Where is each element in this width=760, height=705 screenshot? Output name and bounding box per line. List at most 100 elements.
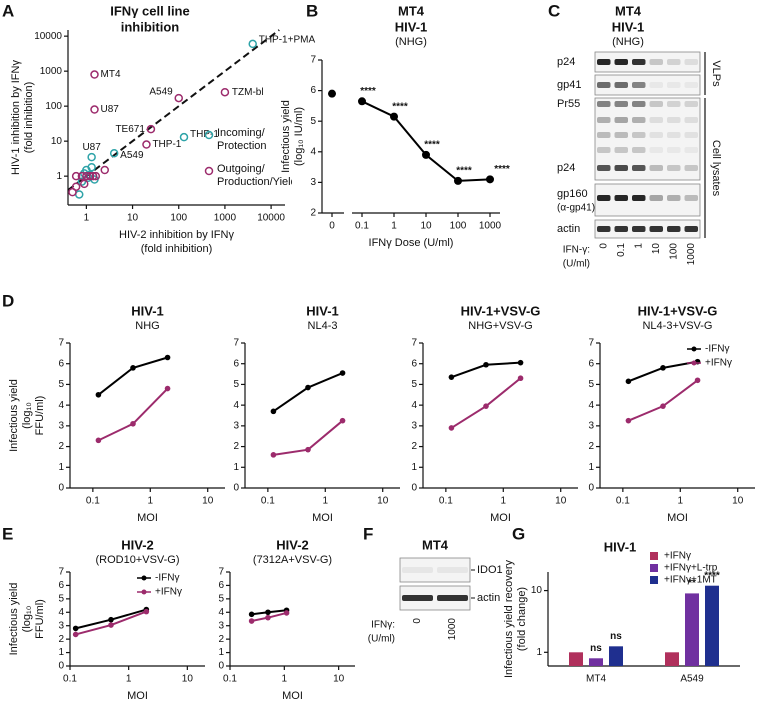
point-label: TE671 <box>115 124 145 135</box>
data-point <box>305 384 311 391</box>
blot-subtitle: (NHG) <box>612 36 644 48</box>
blot-band <box>614 101 628 107</box>
blot-band <box>667 195 681 201</box>
chart-subtitle: NHG <box>135 320 159 332</box>
point-label: U87 <box>82 142 101 153</box>
x-tick-label: 1000 <box>479 221 502 232</box>
y-tick-label: 4 <box>58 607 64 618</box>
y-tick-label: 5 <box>411 379 417 390</box>
blot-band <box>684 132 698 138</box>
bar <box>705 585 719 666</box>
legend-marker <box>204 166 214 176</box>
chart-title: MT4 <box>398 3 425 18</box>
y-tick-label: 0 <box>218 661 224 672</box>
data-point <box>270 452 277 458</box>
data-point <box>339 370 346 376</box>
y-tick-label: 5 <box>588 379 594 390</box>
x-tick-label: 1 <box>148 496 154 507</box>
significance-label: ns <box>590 643 602 654</box>
y-tick-label: 1 <box>536 647 542 658</box>
panel-letter: G <box>512 524 525 543</box>
x-tick-label: 1 <box>282 674 288 685</box>
data-point <box>95 437 102 444</box>
y-tick-label: 1 <box>411 462 417 473</box>
legend-label: +IFNγ <box>664 551 691 562</box>
x-axis-label: MOI <box>490 512 511 524</box>
y-axis-label: FFU/ml) <box>34 396 46 436</box>
data-point <box>390 112 398 121</box>
y-tick-label: 6 <box>310 85 316 96</box>
blot-panel <box>594 183 701 217</box>
y-tick-label: 1 <box>218 647 224 658</box>
blot-band <box>649 82 663 88</box>
scatter-point <box>248 39 257 49</box>
y-tick-label: 0 <box>58 483 64 494</box>
blot-band <box>684 147 698 153</box>
blot-band <box>614 117 628 123</box>
chart-subtitle: NL4-3+VSV-G <box>642 320 712 332</box>
y-axis-label: Infectious yield recovery <box>503 560 515 678</box>
scatter-point <box>77 171 87 181</box>
data-point <box>283 610 290 616</box>
blot-band <box>649 101 663 107</box>
blot-band <box>437 567 468 573</box>
blot-band <box>402 567 433 573</box>
x-axis-label: MOI <box>127 690 148 702</box>
data-point <box>130 420 136 427</box>
y-tick-label: 0 <box>411 483 417 494</box>
blot-band <box>614 132 628 138</box>
point-label: TZM-bl <box>232 87 264 98</box>
y-tick-label: 1 <box>58 462 64 473</box>
y-tick-label: 0 <box>58 661 64 672</box>
x-tick-label: 0.1 <box>355 221 369 232</box>
y-tick-label: 5 <box>218 593 224 604</box>
blot-band <box>667 82 681 88</box>
x-tick-label: 10 <box>420 221 432 232</box>
panel-letter: C <box>548 1 560 20</box>
group-label: Cell lysates <box>710 140 722 197</box>
y-tick-label: 4 <box>218 607 224 618</box>
blot-band <box>632 82 646 88</box>
series-line <box>97 356 168 396</box>
blot-band <box>632 226 646 232</box>
y-tick-label: 2 <box>58 441 64 452</box>
y-tick-label: 3 <box>233 420 239 431</box>
scatter-point <box>91 171 101 181</box>
group-label: VLPs <box>710 60 722 87</box>
band-label: actin <box>477 592 500 604</box>
panel-letter: E <box>2 524 13 543</box>
data-point <box>625 417 632 424</box>
y-tick-label: 6 <box>588 358 594 369</box>
blot-band <box>667 226 681 232</box>
scatter-point <box>87 152 96 162</box>
blot-band <box>597 59 611 65</box>
blot-band <box>684 117 698 123</box>
lane-header: (U/ml) <box>368 634 395 645</box>
point-label: A549 <box>120 150 144 161</box>
significance-label: **** <box>494 164 510 175</box>
significance-label: **** <box>704 570 720 581</box>
x-tick-label: 1 <box>126 674 132 685</box>
blot-band <box>437 595 468 601</box>
bar <box>609 646 623 666</box>
band-label: gp41 <box>557 79 581 91</box>
legend-label: +IFNγ+1MT <box>664 575 717 586</box>
series-line <box>272 372 343 413</box>
x-tick-label: 0 <box>329 221 335 232</box>
y-axis-label: FFU/ml) <box>34 599 46 639</box>
data-point <box>95 391 102 398</box>
y-tick-label: 0 <box>588 483 594 494</box>
y-tick-label: 6 <box>218 580 224 591</box>
legend-label-box: Outgoing/ Production/Yield <box>217 163 292 188</box>
data-point <box>517 359 524 366</box>
y-tick-label: 5 <box>233 379 239 390</box>
blot-band <box>684 165 698 171</box>
point-label: THP-1+PMA <box>259 35 316 46</box>
y-tick-label: 4 <box>233 400 239 411</box>
x-axis-label: MOI <box>137 512 158 524</box>
x-tick-label: 0.1 <box>86 496 100 507</box>
lane-label: 0 <box>412 618 423 624</box>
legend-label: -IFNγ <box>155 573 179 584</box>
blot-band <box>632 165 646 171</box>
